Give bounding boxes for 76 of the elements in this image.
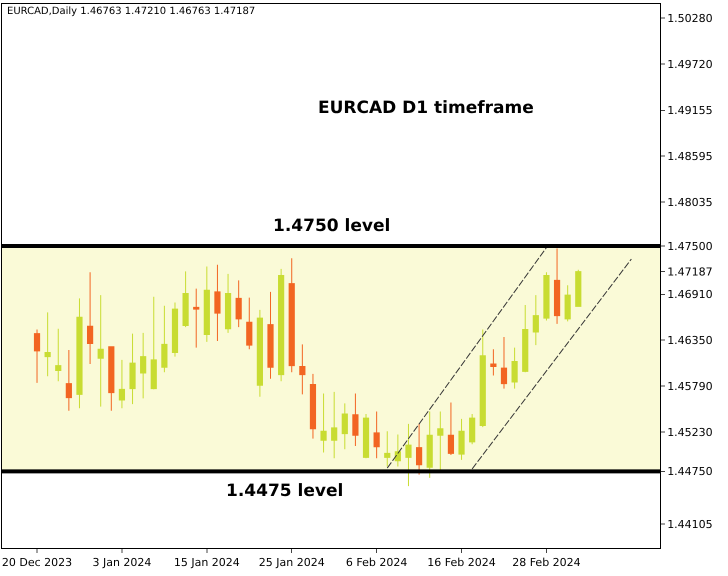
candlestick [140,332,146,399]
candlestick [564,284,571,322]
y-tick-label: 1.49155 [667,104,713,118]
chart-title: EURCAD,Daily 1.46763 1.47210 1.46763 1.47187 [7,6,256,17]
candlestick [267,291,274,380]
x-tick-label: 15 Jan 2024 [174,556,240,570]
candlestick [161,305,168,373]
candlestick [384,430,390,467]
candlestick [55,328,62,382]
candlestick [214,264,221,342]
y-tick-label: 1.48595 [667,150,713,164]
candlestick [34,329,40,384]
candlestick [512,347,518,390]
candlestick [331,391,338,459]
y-tick-label: 1.44105 [667,518,713,532]
candlestick [480,329,486,428]
annotation: EURCAD D1 timeframe [318,98,534,118]
candlestick [182,270,189,328]
candlestick [416,423,422,476]
candlestick [288,258,295,373]
candlestick [76,298,83,409]
candlestick [394,434,401,467]
candlestick [256,309,263,398]
candlestick [320,393,327,454]
y-tick-label: 1.47187 [667,265,713,278]
candlestick [278,268,284,382]
candlestick [129,333,136,405]
candlestick [310,373,316,440]
y-tick-label: 1.45230 [667,426,713,439]
candlestick [172,302,178,358]
candlestick [352,393,359,446]
candlestick [500,336,508,390]
candlestick [405,423,412,487]
candlestick [522,304,528,373]
y-tick-label: 1.49720 [667,58,713,71]
y-tick-label: 1.46350 [667,334,713,348]
candlestick [204,266,210,342]
candlestick [543,272,550,322]
x-tick-label: 16 Feb 2024 [427,556,496,570]
candlestick [86,272,94,364]
candlestick [437,411,444,470]
x-tick-label: 28 Feb 2024 [512,556,581,570]
candlestick [469,413,476,445]
candlestick [299,344,306,395]
candlestick [98,294,104,408]
candlestick [575,269,582,307]
x-tick-label: 6 Feb 2024 [346,556,408,570]
candlestick [426,411,433,478]
y-tick-label: 1.46910 [667,288,713,302]
x-tick-label: 20 Dec 2023 [2,556,72,570]
y-tick-label: 1.44750 [667,465,713,478]
candlestick [66,350,72,412]
y-tick-label: 1.48035 [667,196,713,209]
candlestick [532,294,539,346]
x-tick-label: 25 Jan 2024 [258,556,325,570]
candlestick [224,273,232,334]
candlestick [342,402,348,450]
candlestick [448,402,454,456]
candlestick [554,248,560,324]
ref-line-label: 1.4475 level [226,481,344,501]
candlestick [458,418,465,460]
y-tick-label: 1.47500 [667,240,713,253]
y-tick-label: 1.45790 [667,380,713,393]
candlestick [118,359,126,409]
candlestick [193,288,200,348]
x-tick-label: 3 Jan 2024 [92,556,152,570]
candlestick [236,280,242,328]
candlestick [44,312,51,377]
candlestick [246,297,252,350]
ref-line-label: 1.4750 level [273,216,390,236]
candlestick [108,346,114,412]
candlestick [362,413,370,459]
candlestick [150,296,157,390]
y-tick-label: 1.50280 [667,12,713,25]
candlestick [374,411,380,459]
candlestick [490,348,496,376]
